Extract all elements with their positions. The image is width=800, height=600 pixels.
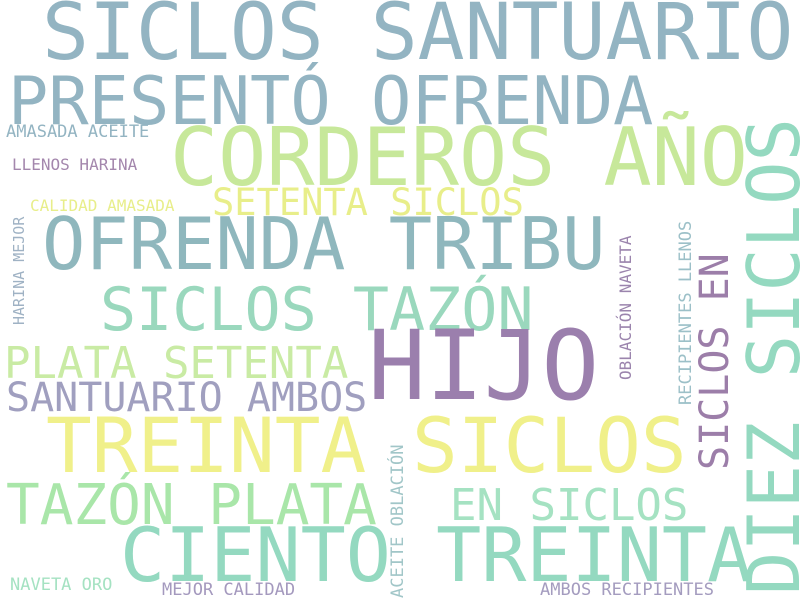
word-harina-mejor: HARINA MEJOR xyxy=(10,216,28,325)
word-ambos-recipientes: AMBOS RECIPIENTES xyxy=(540,580,714,600)
word-ofrenda-tribu: OFRENDA TRIBU xyxy=(42,202,606,286)
word-santuario-ambos: SANTUARIO AMBOS xyxy=(6,375,368,421)
word-treinta-siclos: TREINTA SICLOS xyxy=(46,401,687,490)
word-mejor-calidad: MEJOR CALIDAD xyxy=(162,580,296,600)
word-setenta-siclos: SETENTA SICLOS xyxy=(212,181,524,224)
word-en-siclos: EN SICLOS xyxy=(450,480,689,531)
word-ciento-treinta: CIENTO TREINTA xyxy=(120,511,753,599)
word-siclos-en: SICLOS EN xyxy=(692,253,738,470)
word-hijo: HIJO xyxy=(368,310,600,422)
word-presento-ofrenda: PRESENTÓ OFRENDA xyxy=(8,62,654,140)
word-aceite-oblacion: ACEITE OBLACIÓN xyxy=(388,444,408,598)
word-siclos-tazon: SICLOS TAZÓN xyxy=(100,275,534,345)
word-siclos-santuario: SICLOS SANTUARIO xyxy=(42,0,794,78)
word-diez-siclos: DIEZ SICLOS xyxy=(732,118,800,595)
word-tazon-plata: TAZÓN PLATA xyxy=(6,473,377,538)
word-plata-setenta: PLATA SETENTA xyxy=(4,338,349,389)
word-calidad-amasada: CALIDAD AMASADA xyxy=(30,196,175,215)
word-oblacion-naveta: OBLACIÓN NAVETA xyxy=(616,235,635,381)
word-corderos-ano: CORDEROS AÑO xyxy=(170,111,748,204)
word-llenos-harina: LLENOS HARINA xyxy=(12,155,138,174)
word-naveta-oro: NAVETA ORO xyxy=(10,575,113,595)
word-amasada-aceite: AMASADA ACEITE xyxy=(6,122,150,142)
